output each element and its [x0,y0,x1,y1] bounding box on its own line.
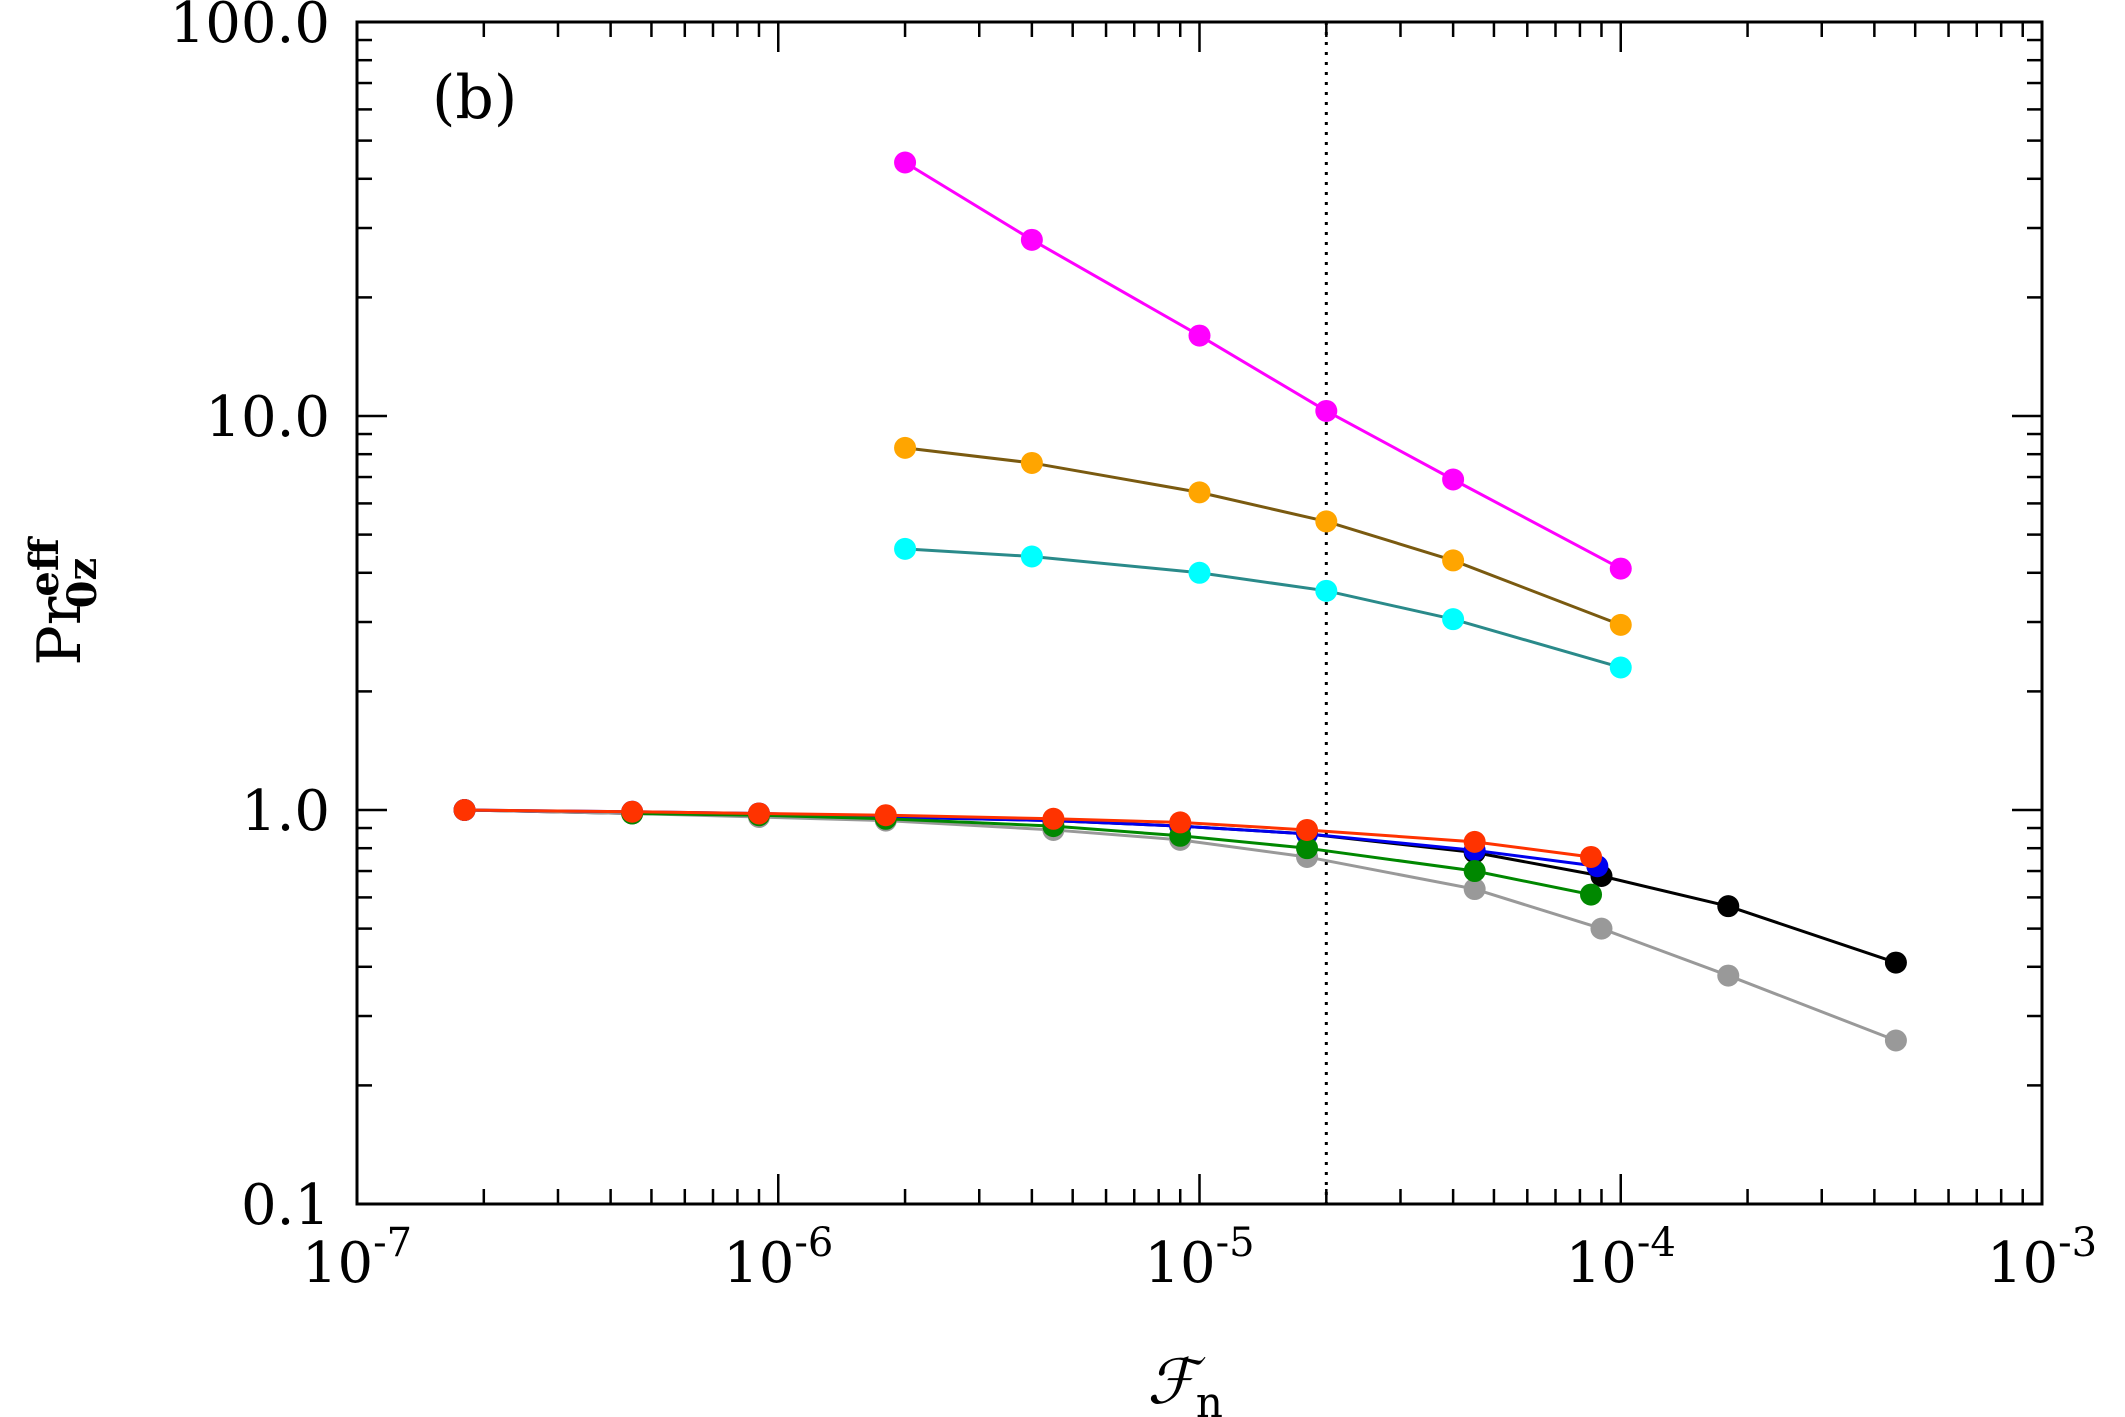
data-point-cyan [1442,608,1465,631]
series-red [453,799,1603,868]
series-line-magenta [904,161,1622,570]
y-axis-title-main: Pr [25,596,95,665]
data-point-red [1580,845,1603,868]
x-axis-title: ℱn [1147,1345,1223,1417]
data-point-gray [1884,1029,1907,1052]
data-point-cyan [1315,579,1338,602]
data-point-cyan [1609,656,1632,679]
data-point-green [1296,837,1319,860]
x-tick-label: 10-7 [302,1220,412,1296]
panel-label: (b) [432,63,517,133]
y-tick-label: 10.0 [205,385,330,450]
data-point-orange [1188,481,1211,504]
y-tick-label: 0.1 [241,1173,330,1238]
data-point-gray [1463,878,1486,901]
data-point-orange [1609,613,1632,636]
data-point-red [453,799,476,821]
x-axis-title-sub: n [1196,1378,1223,1417]
x-tick-label: 10-6 [723,1220,833,1296]
data-point-magenta [1315,399,1338,422]
data-point-red [621,800,644,823]
data-point-magenta [1020,228,1043,251]
y-tick-label: 1.0 [241,779,330,844]
data-point-black [1884,951,1907,974]
data-point-orange [1442,549,1465,572]
data-point-red [874,804,897,827]
data-point-magenta [1609,557,1632,580]
data-point-red [1169,811,1192,834]
tick-marks [355,20,2044,1206]
data-point-magenta [1442,468,1465,491]
data-point-cyan [894,537,917,560]
data-point-red [747,802,770,825]
data-point-black [1717,895,1740,918]
series-cyan [894,537,1632,679]
data-point-orange [894,436,917,459]
series-magenta [894,151,1632,580]
data-point-orange [1315,510,1338,533]
x-tick-label: 10-3 [1987,1220,2097,1296]
series-orange [894,436,1632,636]
y-axis-title-group: Preff0z [21,536,106,666]
tick-labels: 10-7 10-6 10-5 10-4 10-3 0.1 1.0 10.0 100.0 [170,0,2097,1296]
data-point-green [1580,883,1603,906]
series-line-cyan [904,547,1622,669]
data-point-magenta [894,151,917,174]
data-point-orange [1020,451,1043,474]
data-point-red [1296,818,1319,841]
series-line-green [632,811,1592,897]
data-point-gray [1717,964,1740,987]
data-point-cyan [1188,561,1211,584]
y-tick-label: 100.0 [170,0,330,56]
x-tick-label: 10-4 [1566,1220,1676,1296]
y-axis-title: Preff0z [21,536,106,666]
data-point-red [1463,830,1486,853]
data-point-gray [1590,917,1613,940]
series-line-orange [904,446,1622,627]
series-layer [453,151,1907,1052]
plot-frame [355,20,2044,1206]
data-point-red [1042,807,1065,830]
data-point-cyan [1020,545,1043,568]
data-point-green [1463,860,1486,883]
x-tick-label: 10-5 [1144,1220,1254,1296]
y-axis-title-sup: eff [21,536,68,596]
y-axis-title-sub: 0z [59,558,106,609]
data-point-magenta [1188,324,1211,347]
